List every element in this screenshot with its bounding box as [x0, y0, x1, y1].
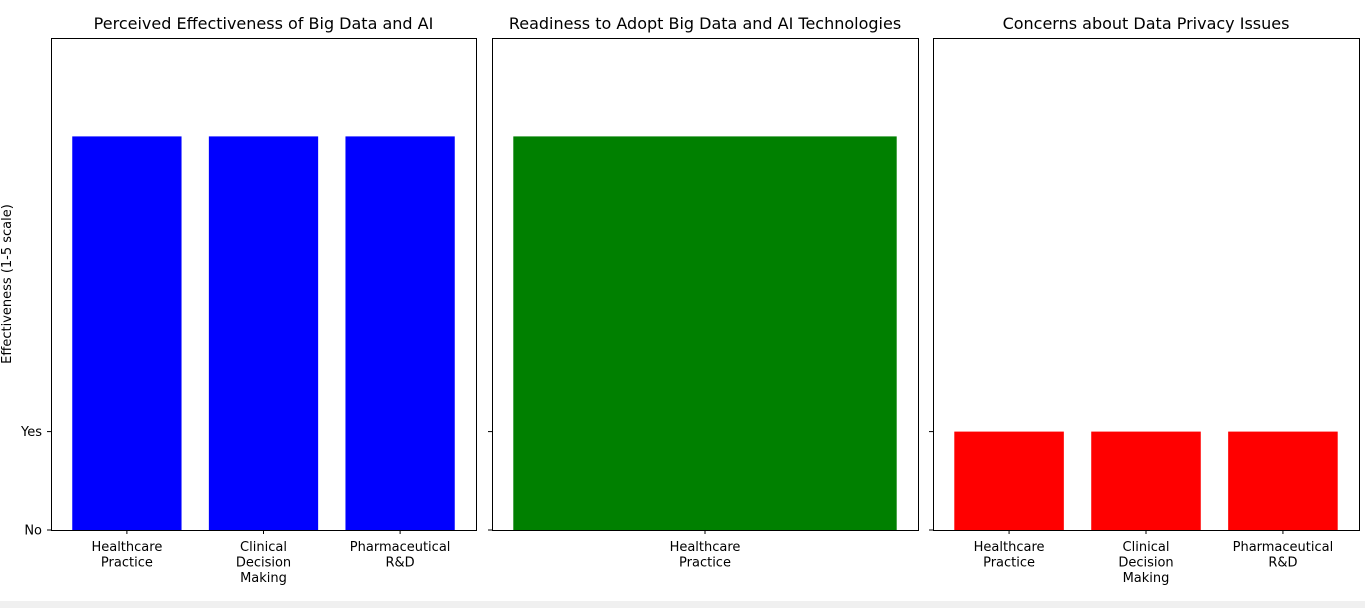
chart-panel-2: Readiness to Adopt Big Data and AI Techn…: [488, 14, 919, 571]
y-axis-label: Effectiveness (1-5 scale): [0, 204, 15, 364]
bar-clinical-decision-making: [1091, 431, 1201, 530]
axes-frame: [933, 38, 1360, 531]
chart-title-2: Readiness to Adopt Big Data and AI Techn…: [509, 14, 901, 33]
x-tick-label-pharmaceutical-randd: Pharmaceutical R&D: [350, 540, 451, 571]
x-tick-label-healthcare-practice: Healthcare Practice: [91, 540, 162, 571]
chart-title-3: Concerns about Data Privacy Issues: [1003, 14, 1290, 33]
x-tick-label-clinical-decision-making: Clinical Decision Making: [1118, 540, 1173, 586]
y-tick-label-yes: Yes: [20, 425, 42, 440]
bar-clinical-decision-making: [208, 136, 319, 530]
bar-healthcare-practice: [72, 136, 182, 530]
chart-panel-3: Concerns about Data Privacy Issues Health…: [929, 14, 1360, 586]
bar-healthcare-practice: [954, 431, 1064, 530]
x-tick-label-pharmaceutical-randd: Pharmaceutical R&D: [1233, 540, 1334, 571]
x-tick-label-clinical-decision-making: Clinical Decision Making: [236, 540, 291, 586]
axes-frame: [51, 38, 477, 531]
bar-healthcare-practice: [513, 136, 897, 530]
axes-frame: [492, 38, 919, 531]
bar-pharmaceutical-randd: [1228, 431, 1338, 530]
x-tick-label-healthcare-practice: Healthcare Practice: [974, 540, 1045, 571]
x-tick-label-healthcare-practice: Healthcare Practice: [670, 540, 741, 571]
y-tick-label-no: No: [24, 524, 42, 539]
chart-panel-1: Perceived Effectiveness of Big Data and …: [0, 14, 477, 586]
chart-title-1: Perceived Effectiveness of Big Data and …: [94, 14, 434, 33]
bar-pharmaceutical-randd: [345, 136, 455, 530]
